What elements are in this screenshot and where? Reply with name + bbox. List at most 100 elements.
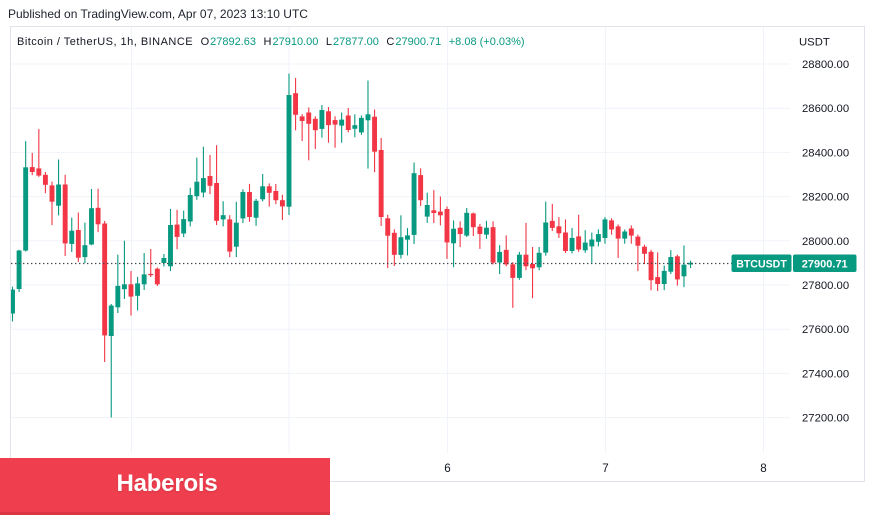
candle [451,220,457,268]
candle [345,108,351,133]
candle [635,234,641,272]
candle-body [306,112,312,124]
candle-body [312,118,318,131]
chart-pane[interactable]: 28800.00 28600.00 28400.00 28200.00 28000.00… [11,27,864,481]
candle [286,73,292,216]
candle-wick [110,303,112,418]
candle-body [345,115,351,130]
candle [411,162,417,245]
candle [668,250,674,275]
candle [115,254,121,314]
candle [490,221,496,265]
candle [418,168,424,206]
candle-wick [367,80,369,169]
candle [523,222,529,271]
candle-body [569,237,575,251]
candle-body [135,283,141,296]
candle-body [227,219,233,252]
candle-wick [268,183,270,207]
candle [135,276,141,311]
candle [510,262,516,308]
candle-body [451,228,457,244]
candle-body [220,215,226,220]
candle [62,174,68,257]
candle-body [141,274,147,285]
candle [227,215,233,258]
candle [424,192,430,223]
candle-body [431,210,437,214]
candle-wick [459,221,461,247]
candle [253,198,259,226]
candle [365,80,371,169]
candle-body [668,256,674,272]
candle [49,181,55,226]
candle [372,109,378,173]
candle [358,115,364,135]
candle [437,196,443,226]
candle-body [424,205,430,217]
candle [655,252,661,292]
candle-body [602,219,608,238]
candle-body [214,182,220,221]
candle [674,254,680,286]
candle [516,251,522,280]
candle [11,286,15,322]
candle [187,187,193,227]
candle-body [642,246,647,254]
chart-frame: 28800.00 28600.00 28400.00 28200.00 28000.00… [10,26,865,482]
candle-body [391,232,397,255]
candle-body [128,284,134,297]
candle-body [437,211,443,216]
candle-body [411,173,417,235]
candle-wick [202,146,204,198]
candle-wick [341,112,343,143]
candle [319,104,325,138]
candle-body [516,254,522,278]
candle-wick [479,223,481,249]
price-tick-label: 28000.00 [802,236,849,248]
candle-body [207,176,213,186]
time-tick-label: 7 [602,462,608,475]
candle-body [418,175,424,201]
candle-body [326,111,331,126]
candle-wick [406,228,409,256]
ohlc-open-label: O [200,35,210,48]
candle-wick [453,220,455,268]
candle [168,209,173,272]
candle [457,221,463,247]
candle-body [530,264,536,269]
candle [431,190,437,224]
currency-label: USDT [799,37,830,49]
candle [42,172,48,194]
candle [148,248,154,277]
candle-body [102,223,108,336]
candle-body [556,226,562,234]
candle-body [615,226,621,239]
candle-body [273,190,279,201]
candle-body [674,256,680,280]
time-tick-label: 6 [444,462,450,475]
candle-wick [31,152,33,176]
ohlc-low: L 27877.00 [326,36,379,48]
candle-body [260,186,266,200]
banner-text: Haberois [116,470,218,497]
candle-body [339,119,345,126]
candle [16,249,22,292]
candle [247,183,252,222]
candle-body [29,167,35,173]
candle-body [484,227,489,235]
candle-body [681,264,687,277]
candle-body [299,116,305,122]
candle-body [503,249,509,265]
ohlc-close-value: 27900.71 [395,35,442,48]
candle [332,116,338,148]
candle-wick [584,230,586,253]
candle [174,209,180,250]
candle-wick [222,201,224,227]
candle [385,214,391,269]
candle [306,107,312,161]
candle [464,207,470,238]
candle-wick [400,215,402,259]
candle [642,244,647,265]
